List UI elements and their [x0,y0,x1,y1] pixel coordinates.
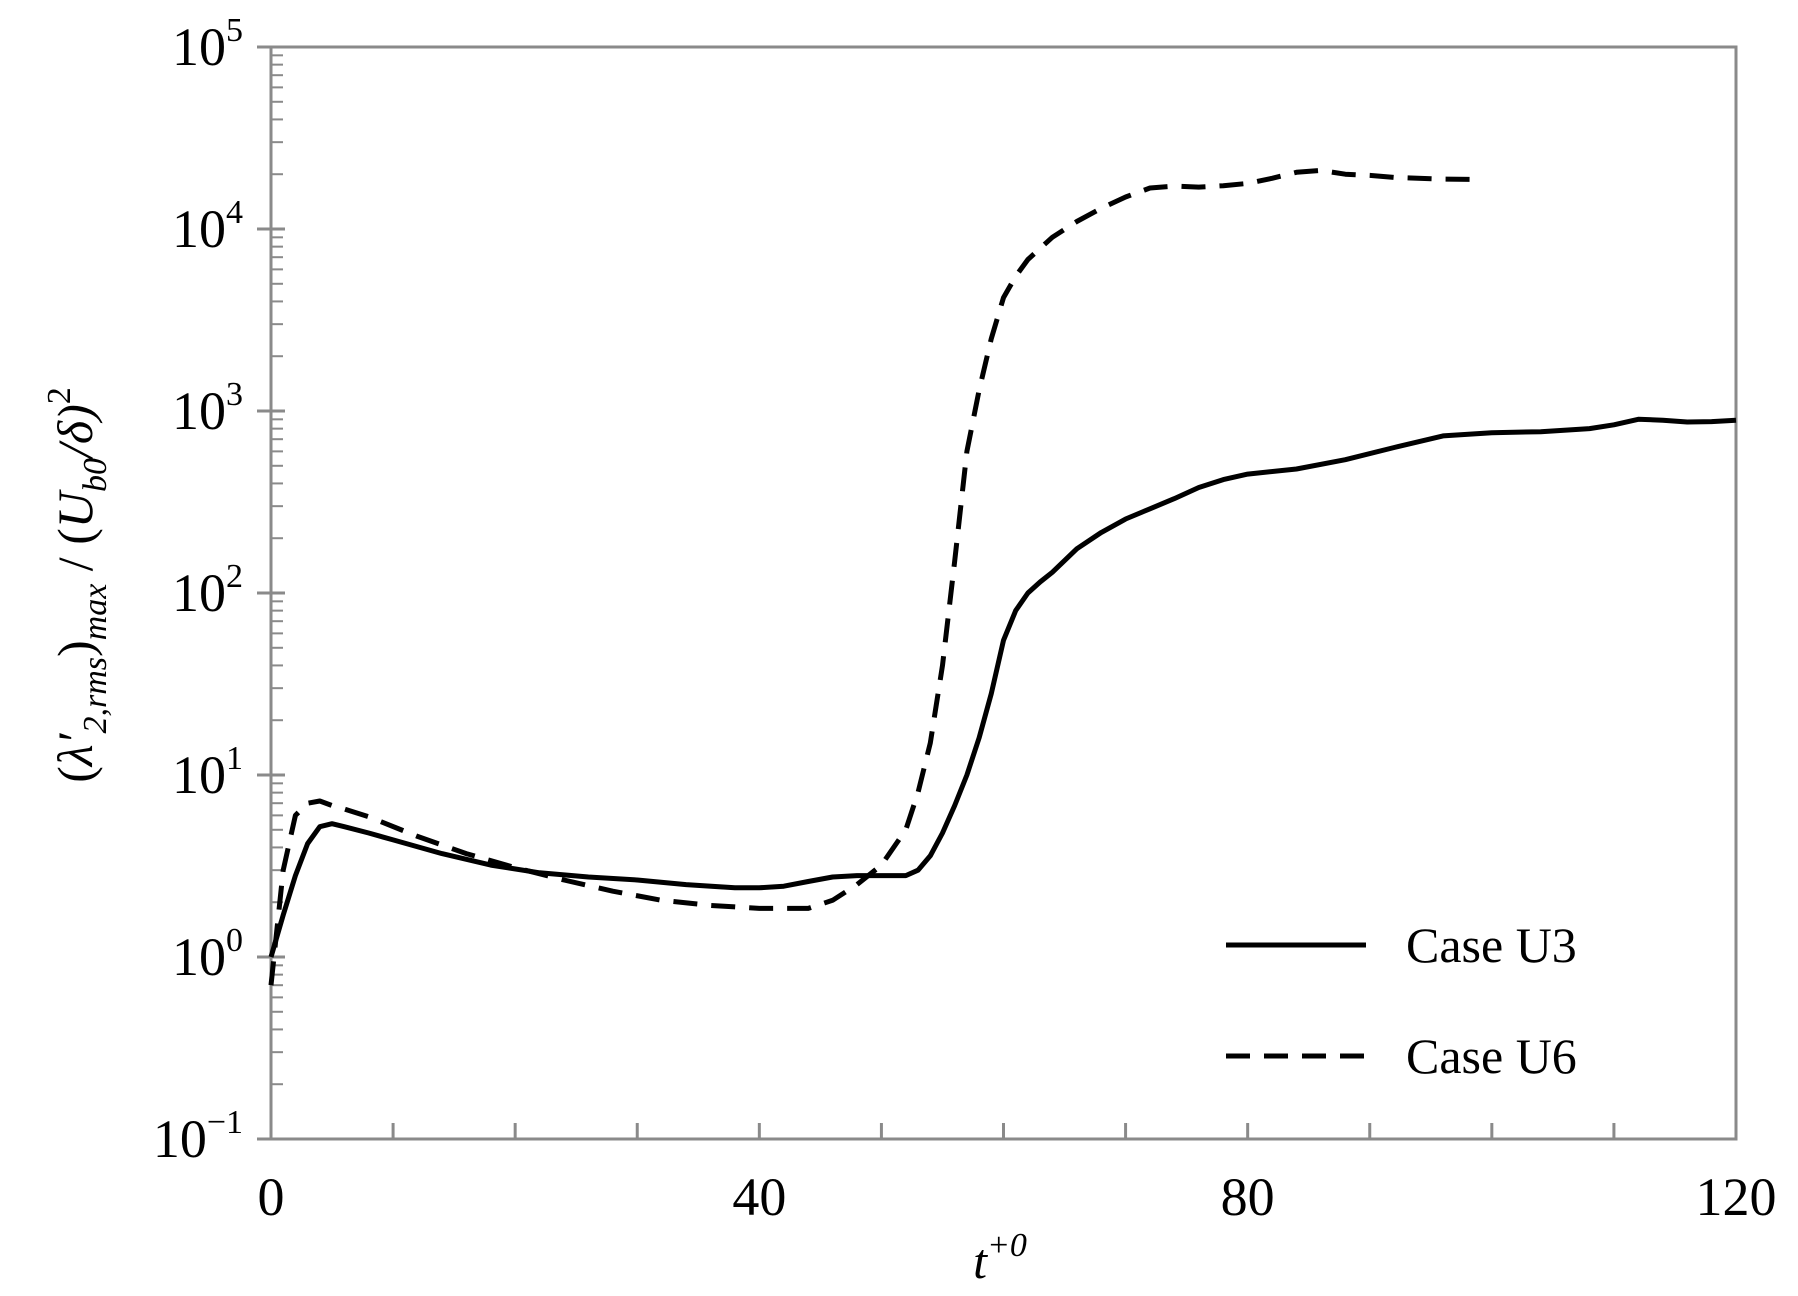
y-tick-label: 105 [172,12,243,77]
y-axis-label: (λ′2,rms)max / (Ub0/δ)2 [41,387,114,783]
y-tick-labels: 10−1 100 101 102 103 104 105 [153,12,243,1169]
y-tick-label: 102 [172,558,243,623]
y-tick-label: 101 [172,740,243,805]
y-tick-label: 100 [172,922,243,987]
x-tick-label: 80 [1221,1167,1275,1227]
x-ticks [269,1123,1738,1139]
y-tick-label: 104 [172,194,243,259]
legend-label-case-u6: Case U6 [1406,1028,1577,1084]
plot-frame [269,45,1738,1141]
x-tick-label: 0 [258,1167,285,1227]
y-tick-label: 10−1 [153,1104,243,1169]
series-line-case-u6 [268,167,1480,986]
y-tick-label: 103 [172,376,243,441]
legend: Case U3 Case U6 [1226,917,1577,1084]
legend-label-case-u3: Case U3 [1406,917,1577,973]
series-lines [268,167,1737,986]
x-axis-label: t+0 [973,1227,1027,1289]
x-tick-labels: 0 40 80 120 [258,1167,1777,1227]
x-tick-label: 120 [1696,1167,1777,1227]
x-tick-label: 40 [732,1167,786,1227]
series-line-case-u3 [268,416,1737,958]
